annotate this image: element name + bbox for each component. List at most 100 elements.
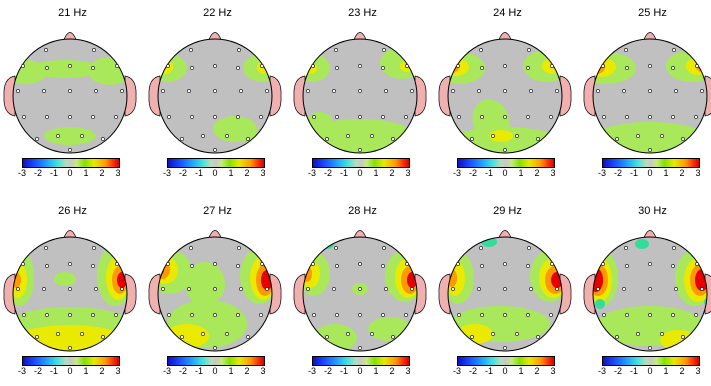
electrode-marker	[259, 313, 263, 317]
electrode-marker	[201, 332, 205, 336]
colorbar-tick-label: 2	[99, 168, 105, 178]
electrode-marker	[672, 48, 676, 52]
electrode-marker	[384, 287, 388, 291]
right-ear-shape	[414, 273, 427, 315]
colorbar-tick-label: 2	[679, 168, 685, 178]
electrode-marker	[236, 66, 240, 70]
electrode-marker	[22, 313, 26, 317]
colorbar-tick-label: 0	[647, 168, 653, 178]
electrode-marker	[622, 89, 626, 93]
colorbar-tick-label: -3	[597, 366, 606, 376]
electrode-marker	[674, 89, 678, 93]
electrode-marker	[101, 335, 105, 339]
activation-blob	[457, 324, 493, 344]
electrode-marker	[694, 115, 698, 119]
electrode-marker	[457, 115, 461, 119]
electrode-marker	[190, 66, 194, 70]
electrode-marker	[92, 48, 96, 52]
colorbar	[167, 158, 265, 168]
colorbar-ticks: -3 -2 -1 0 1 2 3	[453, 168, 557, 180]
head-outline	[447, 38, 563, 154]
head-map-svg	[148, 32, 282, 154]
electrode-marker	[265, 287, 269, 291]
electrode-marker	[114, 313, 118, 317]
electrode-marker	[334, 48, 338, 52]
electrode-marker	[694, 313, 698, 317]
electrode-marker	[115, 64, 119, 68]
electrode-marker	[91, 115, 95, 119]
head-map-svg	[293, 230, 427, 352]
panel-title: 25 Hz	[638, 7, 667, 19]
colorbar-tick-label: 3	[260, 168, 266, 178]
electrode-marker	[527, 48, 531, 52]
electrode-marker	[602, 115, 606, 119]
panel-title: 24 Hz	[493, 7, 522, 19]
head-map-svg	[148, 230, 282, 352]
activation-blob	[165, 324, 209, 348]
electrode-marker	[335, 66, 339, 70]
activation-blob	[660, 330, 696, 350]
electrode-marker	[190, 313, 194, 317]
colorbar-tick-label: -2	[323, 366, 332, 376]
electrode-marker	[166, 64, 170, 68]
electrode-marker	[334, 246, 338, 250]
colorbar-ticks: -3 -2 -1 0 1 2 3	[18, 366, 122, 378]
electrode-marker	[526, 313, 530, 317]
electrode-marker	[44, 48, 48, 52]
electrode-marker	[382, 48, 386, 52]
electrode-marker	[491, 332, 495, 336]
colorbar-tick-label: 3	[115, 366, 121, 376]
electrode-marker	[92, 246, 96, 250]
electrode-marker	[622, 287, 626, 291]
electrode-marker	[405, 262, 409, 266]
electrode-marker	[370, 134, 374, 138]
left-ear-shape	[583, 273, 596, 315]
colorbar-tick-label: -3	[17, 168, 26, 178]
electrode-marker	[477, 89, 481, 93]
colorbar-tick-label: 0	[502, 168, 508, 178]
electrode-marker	[68, 115, 72, 119]
electrode-marker	[239, 287, 243, 291]
left-ear-shape	[148, 273, 161, 315]
topomap-panel-28hz: 28 Hz -3 -2 -1 0 1 2 3	[290, 198, 435, 386]
colorbar-tick-label: 2	[679, 366, 685, 376]
electrode-marker	[167, 313, 171, 317]
electrode-marker	[101, 137, 105, 141]
colorbar-tick-label: 0	[357, 366, 363, 376]
electrode-marker	[480, 313, 484, 317]
electrode-marker	[225, 332, 229, 336]
left-ear-shape	[438, 75, 451, 117]
electrode-marker	[16, 287, 20, 291]
electrode-marker	[237, 246, 241, 250]
electrode-marker	[189, 246, 193, 250]
electrode-marker	[648, 64, 652, 68]
electrode-marker	[358, 148, 362, 152]
left-ear-shape	[438, 273, 451, 315]
electrode-marker	[648, 115, 652, 119]
colorbar-tick-label: -2	[33, 168, 42, 178]
electrode-marker	[80, 134, 84, 138]
electrode-marker	[22, 115, 26, 119]
right-ear-shape	[124, 273, 137, 315]
colorbar-tick-label: -2	[468, 366, 477, 376]
electrode-marker	[480, 66, 484, 70]
colorbar-tick-label: -1	[484, 168, 493, 178]
electrode-marker	[190, 115, 194, 119]
electrode-marker	[358, 89, 362, 93]
colorbar-tick-label: -2	[33, 366, 42, 376]
colorbar-tick-label: 1	[663, 366, 669, 376]
electrode-marker	[480, 264, 484, 268]
electrode-marker	[68, 262, 72, 266]
colorbar-tick-label: -1	[339, 366, 348, 376]
electrode-marker	[527, 246, 531, 250]
topomap-panel-26hz: 26 Hz -3 -2 -1 0 1 2 3	[0, 198, 145, 386]
electrode-marker	[16, 89, 20, 93]
electrode-marker	[503, 346, 507, 350]
electrode-marker	[332, 287, 336, 291]
electrode-marker	[477, 287, 481, 291]
electrode-marker	[503, 89, 507, 93]
electrode-marker	[681, 335, 685, 339]
electrode-marker	[456, 64, 460, 68]
electrode-marker	[601, 262, 605, 266]
electrode-marker	[451, 287, 455, 291]
